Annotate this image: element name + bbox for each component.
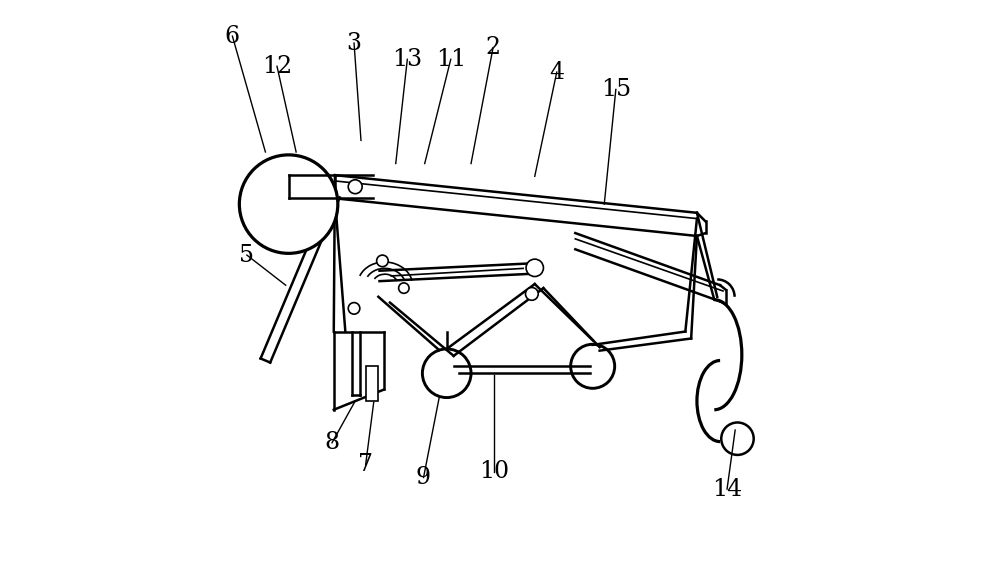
Text: 12: 12 [262, 55, 292, 78]
Text: 14: 14 [712, 478, 742, 501]
Circle shape [525, 288, 538, 300]
Text: 9: 9 [416, 466, 431, 489]
Text: 13: 13 [392, 48, 422, 71]
Text: 15: 15 [601, 78, 631, 101]
Circle shape [399, 283, 409, 293]
Text: 11: 11 [436, 48, 466, 71]
Circle shape [348, 303, 360, 314]
Text: 8: 8 [324, 431, 340, 455]
Text: 10: 10 [479, 460, 509, 483]
Circle shape [526, 259, 543, 276]
Bar [366, 366, 378, 401]
Circle shape [571, 345, 615, 388]
Text: 7: 7 [358, 453, 373, 476]
Text: 3: 3 [347, 31, 362, 55]
Circle shape [239, 155, 338, 253]
Circle shape [348, 180, 362, 194]
Text: 2: 2 [485, 36, 501, 59]
Text: 6: 6 [225, 24, 240, 48]
Text: 5: 5 [239, 244, 254, 267]
Circle shape [422, 349, 471, 398]
Circle shape [377, 255, 388, 267]
Text: 4: 4 [549, 61, 564, 84]
Circle shape [721, 423, 754, 455]
